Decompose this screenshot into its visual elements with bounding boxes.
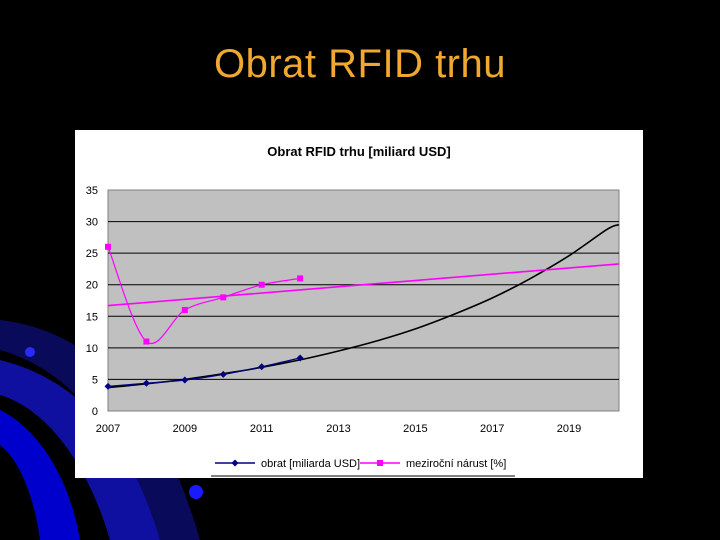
data-point [297, 275, 304, 282]
data-point [258, 363, 266, 371]
chart-panel: Obrat RFID trhu [miliard USD] 0 5 10 15 20 25 3… [75, 130, 643, 478]
legend-label-series-1: obrat [miliarda USD] [261, 458, 360, 470]
x-tick-label: 2011 [250, 423, 274, 435]
data-point [143, 338, 150, 345]
x-tick-label: 2015 [403, 423, 427, 435]
data-point [258, 281, 265, 288]
x-tick-label: 2009 [173, 423, 197, 435]
y-tick-label: 5 [92, 374, 98, 386]
data-point [220, 294, 227, 301]
y-tick-label: 15 [86, 311, 98, 323]
y-tick-label: 30 [86, 217, 98, 229]
data-point [142, 379, 150, 387]
data-point [181, 376, 189, 384]
data-point [181, 306, 188, 313]
data-point [105, 243, 111, 250]
y-tick-label: 10 [86, 343, 98, 355]
trendline-exponential [107, 223, 620, 389]
x-tick-label: 2017 [480, 423, 504, 435]
line-chart: Obrat RFID trhu [miliard USD] 0 5 10 15 20 25 3… [86, 144, 620, 477]
trendline-linear [107, 263, 620, 307]
x-tick-label: 2007 [96, 423, 120, 435]
plot-area [107, 189, 620, 412]
data-point [296, 354, 304, 362]
y-tick-label: 35 [86, 185, 98, 197]
x-tick-label: 2013 [326, 423, 350, 435]
y-tick-label: 20 [86, 280, 98, 292]
data-point [104, 382, 112, 390]
y-tick-label: 0 [92, 406, 98, 418]
y-tick-label: 25 [86, 248, 98, 260]
x-tick-label: 2019 [557, 423, 581, 435]
series-line-1 [107, 357, 301, 387]
slide-title: Obrat RFID trhu [213, 42, 506, 86]
legend-marker-series-1 [231, 459, 239, 467]
legend-marker-series-2 [377, 460, 383, 466]
chart-title: Obrat RFID trhu [miliard USD] [267, 144, 450, 159]
legend-label-series-2: meziroční nárust [%] [406, 458, 506, 470]
data-point [219, 370, 227, 378]
